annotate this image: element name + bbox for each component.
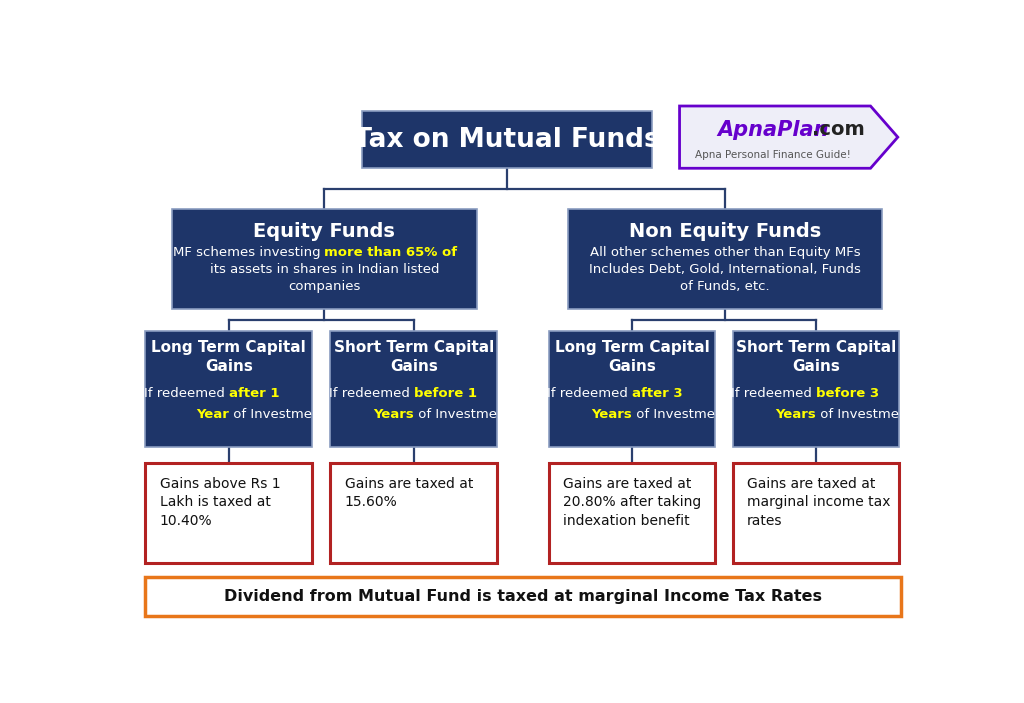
- Text: MF schemes investing: MF schemes investing: [172, 245, 325, 259]
- FancyBboxPatch shape: [331, 330, 497, 447]
- Text: after 1: after 1: [228, 387, 280, 401]
- Text: Gains are taxed at
marginal income tax
rates: Gains are taxed at marginal income tax r…: [748, 477, 891, 528]
- Text: Years: Years: [591, 408, 632, 421]
- Text: Long Term Capital
Gains: Long Term Capital Gains: [555, 340, 710, 374]
- FancyBboxPatch shape: [145, 330, 312, 447]
- FancyBboxPatch shape: [172, 209, 477, 309]
- Text: before 3: before 3: [816, 387, 880, 401]
- Text: Apna Personal Finance Guide!: Apna Personal Finance Guide!: [695, 150, 851, 160]
- Text: If redeemed: If redeemed: [329, 387, 414, 401]
- FancyBboxPatch shape: [145, 463, 312, 563]
- Text: ApnaPlan: ApnaPlan: [718, 120, 829, 140]
- Text: If redeemed: If redeemed: [547, 387, 632, 401]
- FancyBboxPatch shape: [568, 209, 882, 309]
- Text: Short Term Capital
Gains: Short Term Capital Gains: [334, 340, 494, 374]
- Text: Year: Year: [196, 408, 228, 421]
- FancyBboxPatch shape: [549, 463, 715, 563]
- FancyBboxPatch shape: [733, 463, 899, 563]
- Text: Years: Years: [775, 408, 816, 421]
- Polygon shape: [680, 106, 898, 168]
- Text: of Investment: of Investment: [414, 408, 510, 421]
- FancyBboxPatch shape: [733, 330, 899, 447]
- FancyBboxPatch shape: [145, 577, 901, 616]
- Text: .com: .com: [812, 120, 865, 139]
- Text: All other schemes other than Equity MFs: All other schemes other than Equity MFs: [590, 245, 860, 259]
- Text: Tax on Mutual Funds: Tax on Mutual Funds: [354, 127, 659, 153]
- Text: Gains are taxed at
15.60%: Gains are taxed at 15.60%: [345, 477, 473, 509]
- Text: more than 65% of: more than 65% of: [325, 245, 458, 259]
- Text: Equity Funds: Equity Funds: [254, 222, 395, 241]
- Text: of Investment: of Investment: [228, 408, 326, 421]
- Text: If redeemed: If redeemed: [731, 387, 816, 401]
- FancyBboxPatch shape: [549, 330, 715, 447]
- Text: of Investment: of Investment: [632, 408, 729, 421]
- Text: its assets in shares in Indian listed: its assets in shares in Indian listed: [210, 263, 439, 276]
- Text: Gains are taxed at
20.80% after taking
indexation benefit: Gains are taxed at 20.80% after taking i…: [563, 477, 701, 528]
- FancyBboxPatch shape: [331, 463, 497, 563]
- Text: Dividend from Mutual Fund is taxed at marginal Income Tax Rates: Dividend from Mutual Fund is taxed at ma…: [224, 589, 822, 604]
- Text: Long Term Capital
Gains: Long Term Capital Gains: [152, 340, 306, 374]
- Text: If redeemed: If redeemed: [143, 387, 228, 401]
- FancyBboxPatch shape: [362, 112, 651, 168]
- Text: of Investment: of Investment: [816, 408, 912, 421]
- Text: Non Equity Funds: Non Equity Funds: [629, 222, 821, 241]
- Text: after 3: after 3: [632, 387, 683, 401]
- Text: Includes Debt, Gold, International, Funds: Includes Debt, Gold, International, Fund…: [589, 263, 861, 276]
- Text: Years: Years: [373, 408, 414, 421]
- Text: before 1: before 1: [414, 387, 477, 401]
- Text: companies: companies: [288, 280, 360, 293]
- Text: Short Term Capital
Gains: Short Term Capital Gains: [736, 340, 896, 374]
- Text: of Funds, etc.: of Funds, etc.: [680, 280, 770, 293]
- Text: Gains above Rs 1
Lakh is taxed at
10.40%: Gains above Rs 1 Lakh is taxed at 10.40%: [160, 477, 281, 528]
